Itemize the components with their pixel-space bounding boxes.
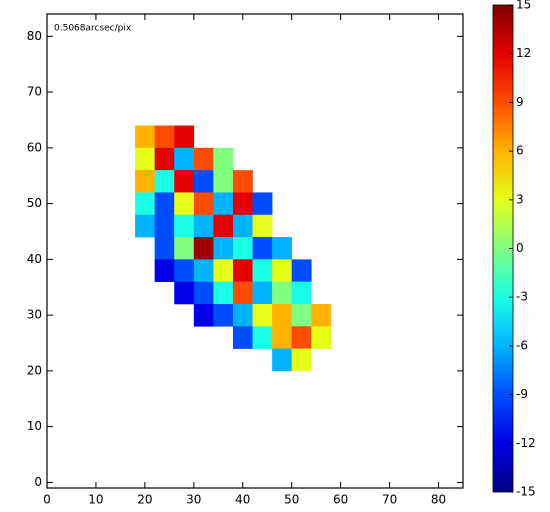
y-tick-label: 10: [27, 419, 42, 433]
colorbar-tick-label: -6: [516, 338, 528, 352]
heatmap-cell: [135, 147, 155, 171]
y-tick-label: 0: [34, 475, 42, 489]
colorbar-tick-label: 6: [516, 144, 524, 158]
heatmap-cell: [174, 125, 195, 149]
x-tick-label: 50: [284, 493, 299, 507]
colorbar-tick-label: 15: [516, 0, 531, 12]
heatmap-cell: [154, 214, 175, 238]
colorbar-tick-label: -3: [516, 290, 528, 304]
heatmap-cell: [232, 303, 253, 327]
y-tick-label: 70: [27, 85, 42, 99]
heatmap-cell: [272, 281, 293, 305]
heatmap-cell: [252, 192, 273, 216]
heatmap-cell: [193, 170, 214, 193]
heatmap-cell: [174, 259, 195, 282]
heatmap-cell: [232, 170, 253, 193]
colorbar-tick-label: 3: [516, 192, 524, 206]
heatmap-cell: [272, 237, 293, 260]
heatmap-cell: [174, 170, 195, 193]
y-tick-label: 80: [27, 29, 42, 43]
heatmap-cell: [174, 192, 195, 216]
x-tick-label: 20: [137, 493, 152, 507]
heatmap-cell: [193, 303, 214, 327]
heatmap-cell: [232, 281, 253, 305]
heatmap-cell: [213, 192, 234, 216]
heatmap-cell: [174, 147, 195, 171]
y-tick-label: 30: [27, 308, 42, 322]
x-tick-label: 40: [235, 493, 250, 507]
heatmap-cell: [213, 147, 234, 171]
heatmap-cell: [135, 170, 155, 193]
heatmap-cell: [291, 348, 312, 372]
plot-frame: [46, 13, 464, 489]
heatmap-cell: [272, 259, 293, 282]
heatmap-cell: [252, 281, 273, 305]
heatmap-cell: [193, 281, 214, 305]
heatmap-cell: [232, 259, 253, 282]
colorbar-tick-label: -12: [516, 436, 536, 450]
y-tick-label: 50: [27, 196, 42, 210]
heatmap-cell: [311, 303, 332, 327]
heatmap-cell: [311, 326, 332, 349]
x-tick-label: 70: [382, 493, 397, 507]
y-tick-label: 60: [27, 140, 42, 154]
heatmap-cell: [291, 326, 312, 349]
x-tick-label: 30: [186, 493, 201, 507]
heatmap-cell: [174, 237, 195, 260]
heatmap-cell: [193, 259, 214, 282]
heatmap-cell: [213, 170, 234, 193]
heatmap-cell: [154, 259, 175, 282]
heatmap-cell: [174, 214, 195, 238]
colorbar-tick-label: 0: [516, 241, 524, 255]
y-tick-label: 20: [27, 363, 42, 377]
annotation: 0.5068arcsec/pix: [54, 24, 132, 34]
x-tick-label: 0: [43, 493, 51, 507]
heatmap-cell: [252, 214, 273, 238]
heatmap-cell: [252, 326, 273, 349]
heatmap-cell: [193, 237, 214, 260]
heatmap-cell: [154, 170, 175, 193]
heatmap-cell: [174, 281, 195, 305]
heatmap-cell: [135, 192, 155, 216]
heatmap-cell: [213, 237, 234, 260]
heatmap-cell: [154, 237, 175, 260]
heatmap-cell: [135, 125, 155, 149]
heatmap-cell: [291, 281, 312, 305]
heatmap-cell: [252, 237, 273, 260]
heatmap-cell: [272, 348, 293, 372]
heatmap-cell: [193, 147, 214, 171]
heatmap-cell: [232, 214, 253, 238]
x-tick-label: 80: [431, 493, 446, 507]
colorbar-tick-label: -15: [516, 485, 536, 499]
heatmap-cell: [213, 214, 234, 238]
heatmap: [135, 125, 332, 372]
x-tick-label: 10: [88, 493, 103, 507]
colorbar-tick-label: 12: [516, 46, 531, 60]
x-tick-label: 60: [333, 493, 348, 507]
heatmap-cell: [154, 147, 175, 171]
heatmap-cell: [213, 259, 234, 282]
heatmap-cell: [154, 192, 175, 216]
heatmap-cell: [193, 214, 214, 238]
heatmap-cell: [213, 281, 234, 305]
colorbar-tick-label: -9: [516, 387, 528, 401]
heatmap-cell: [232, 237, 253, 260]
colorbar-tick-label: 9: [516, 95, 524, 109]
heatmap-cell: [252, 303, 273, 327]
heatmap-cell: [272, 303, 293, 327]
heatmap-cell: [291, 259, 312, 282]
heatmap-cell: [154, 125, 175, 149]
heatmap-cell: [232, 326, 253, 349]
heatmap-cell: [213, 303, 234, 327]
heatmap-cell: [232, 192, 253, 216]
heatmap-cell: [272, 326, 293, 349]
heatmap-cell: [252, 259, 273, 282]
heatmap-cell: [135, 214, 155, 238]
heatmap-cell: [193, 192, 214, 216]
heatmap-cell: [291, 303, 312, 327]
y-tick-label: 40: [27, 252, 42, 266]
